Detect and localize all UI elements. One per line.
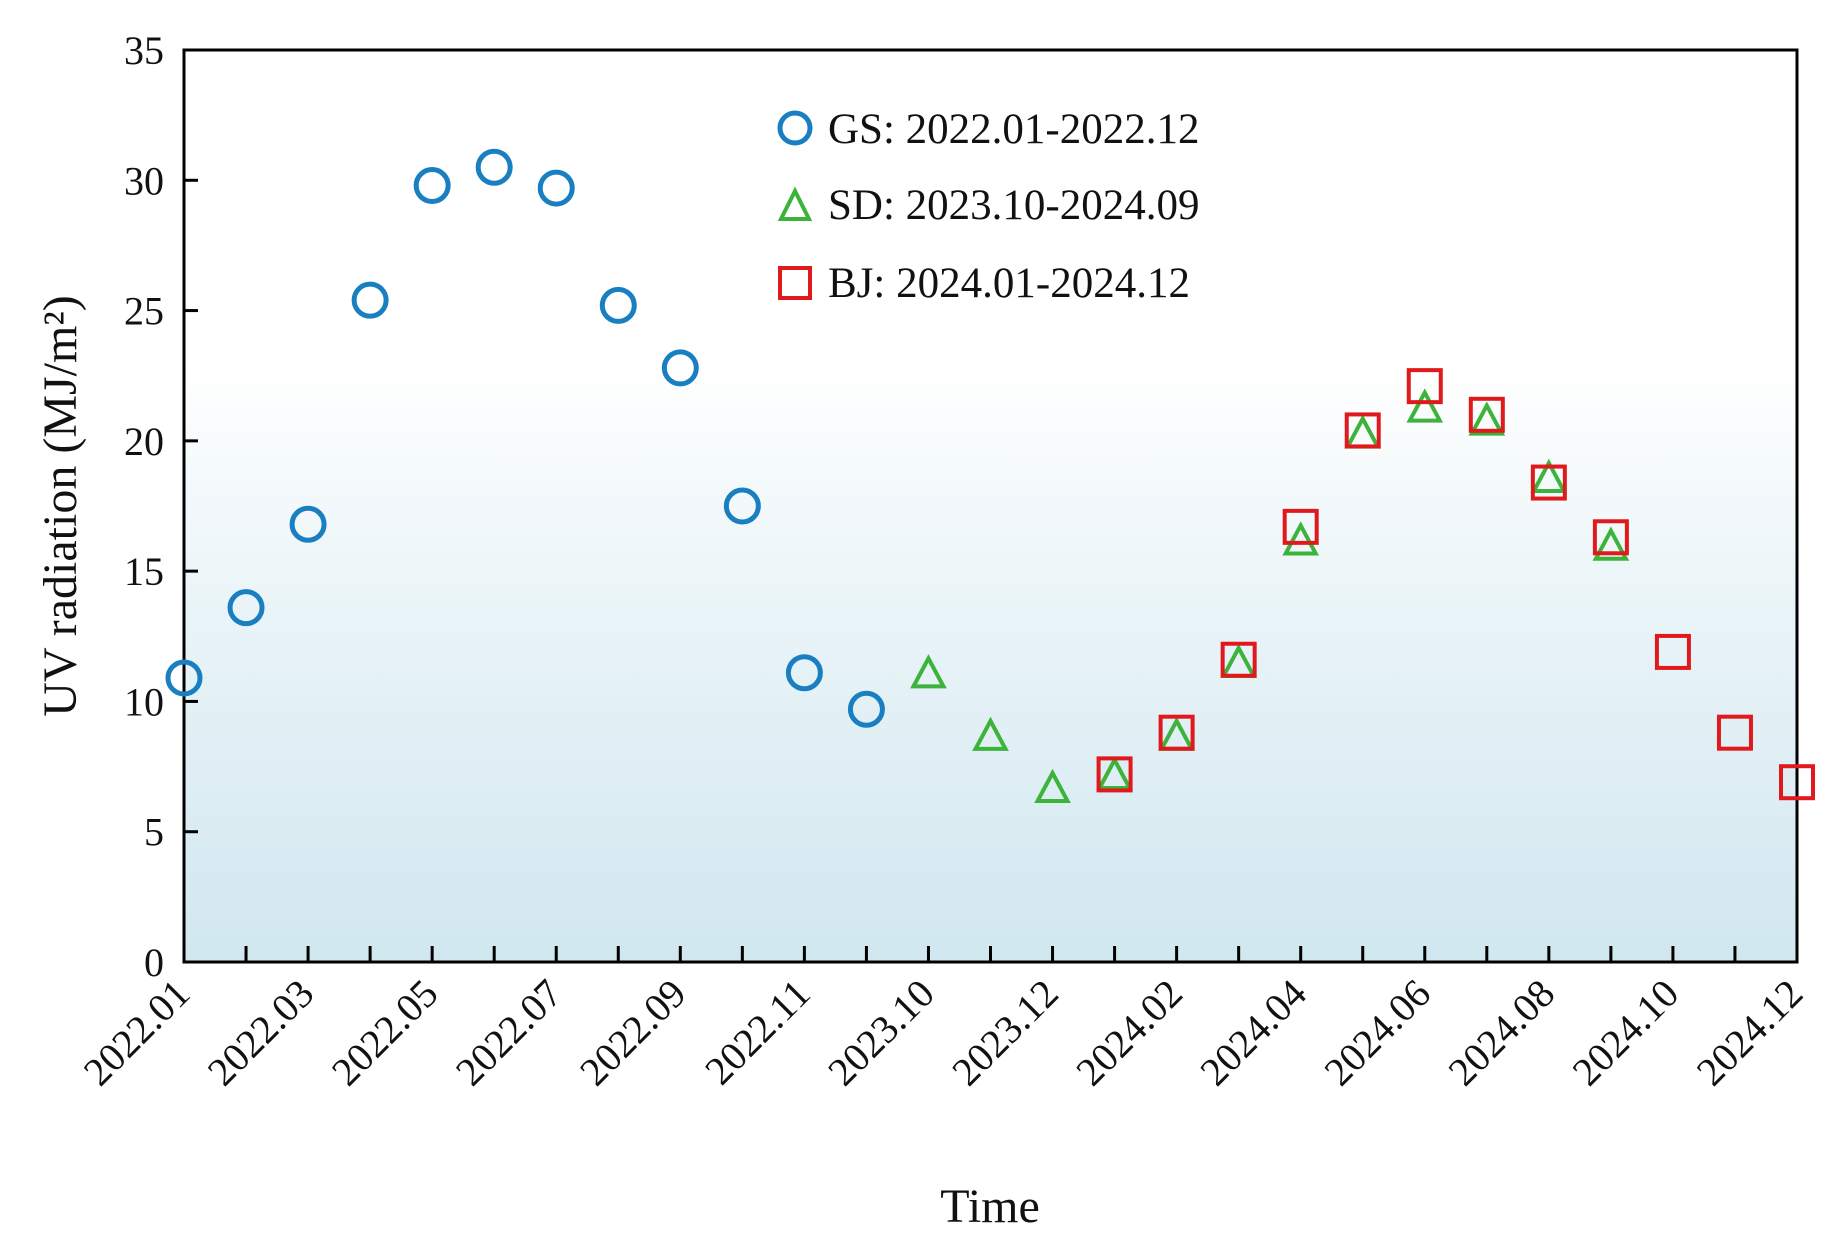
y-tick-label: 35	[124, 28, 164, 73]
y-tick-label: 15	[124, 549, 164, 594]
legend-label-bj: BJ	[828, 260, 873, 307]
point-bj	[1592, 519, 1629, 556]
legend-item-bj: BJ: 2024.01-2024.12	[778, 260, 1190, 307]
x-tick-labels: 2022.01 2022.03 2022.05 2022.07 2022.09 2022.…	[75, 971, 1812, 1095]
point-sd	[1282, 521, 1320, 556]
point-sd	[972, 716, 1009, 751]
point-bj	[1158, 714, 1195, 751]
x-tick-label: 2024.04	[1191, 971, 1315, 1095]
y-tick-labels: 0 5 10 15 20 25 30 35	[124, 28, 164, 985]
y-axis-title: UV radiation (MJ/m²)	[34, 295, 87, 716]
legend-marker-sd	[777, 186, 813, 221]
point-gs	[351, 281, 389, 319]
point-bj	[1406, 368, 1443, 405]
svg-text:SD: 2023.10-2024.09: SD: 2023.10-2024.09	[828, 182, 1200, 229]
x-tick-label: 2024.06	[1315, 971, 1439, 1095]
point-gs	[227, 589, 265, 627]
legend-item-gs: GS: 2022.01-2022.12	[777, 106, 1200, 153]
x-tick-label: 2022.11	[696, 971, 819, 1094]
y-tick-label: 20	[124, 419, 164, 464]
point-bj	[1779, 764, 1815, 801]
x-tick-label: 2022.01	[75, 971, 199, 1095]
point-gs	[289, 505, 327, 543]
legend-sep-sd: :	[883, 182, 906, 229]
x-tick-label: 2022.09	[571, 971, 695, 1095]
point-gs	[537, 169, 575, 207]
legend-item-sd: SD: 2023.10-2024.09	[777, 182, 1200, 229]
point-sd	[1406, 388, 1444, 423]
data-points	[165, 148, 1815, 804]
svg-text:GS: 2022.01-2022.12: GS: 2022.01-2022.12	[828, 106, 1200, 153]
point-gs	[847, 690, 885, 728]
x-tick-label: 2024.12	[1688, 971, 1812, 1095]
point-bj	[1654, 633, 1691, 670]
plot-area	[182, 48, 1799, 964]
point-sd	[1034, 768, 1071, 804]
y-tick-label: 25	[124, 289, 164, 334]
legend-marker-gs	[777, 110, 813, 146]
legend-label-sd: SD	[828, 182, 883, 229]
point-bj	[1220, 641, 1257, 678]
point-gs	[661, 349, 699, 387]
point-gs	[413, 166, 451, 204]
y-tick-label: 30	[124, 158, 164, 203]
point-bj	[1344, 412, 1381, 449]
point-bj	[1468, 396, 1505, 433]
legend-marker-bj	[778, 266, 812, 300]
x-tick-label: 2022.07	[447, 971, 571, 1095]
x-tick-label: 2024.08	[1439, 971, 1563, 1095]
legend-period-sd: 2023.10-2024.09	[906, 182, 1200, 229]
x-tick-label: 2024.02	[1067, 971, 1191, 1095]
point-sd	[1592, 526, 1630, 561]
point-bj	[1282, 508, 1319, 545]
point-gs	[475, 148, 513, 186]
point-gs	[165, 659, 203, 697]
x-tick-label: 2023.12	[943, 971, 1067, 1095]
x-tick-label: 2023.10	[819, 971, 943, 1095]
x-axis-title: Time	[940, 1180, 1040, 1233]
legend-period-gs: 2022.01-2022.12	[906, 106, 1200, 153]
legend-sep-gs: :	[883, 106, 906, 153]
point-bj	[1096, 756, 1133, 793]
point-gs	[599, 286, 637, 324]
legend-sep-bj: :	[873, 260, 896, 307]
legend-label-gs: GS	[828, 106, 883, 153]
point-sd	[1468, 401, 1506, 436]
point-gs	[785, 654, 823, 692]
legend: GS: 2022.01-2022.12 SD: 2023.10-2024.09 …	[777, 106, 1200, 307]
point-sd	[1096, 755, 1133, 790]
x-tick-label: 2022.03	[199, 971, 323, 1095]
point-gs	[723, 487, 761, 525]
legend-period-bj: 2024.01-2024.12	[896, 260, 1190, 307]
x-tick-label: 2022.05	[323, 971, 447, 1095]
point-bj	[1716, 714, 1753, 751]
point-bj	[1530, 464, 1567, 501]
y-tick-label: 10	[124, 679, 164, 724]
point-sd	[910, 654, 947, 689]
point-sd	[1530, 458, 1568, 493]
axis-ticks	[182, 48, 1799, 964]
svg-text:BJ: 2024.01-2024.12: BJ: 2024.01-2024.12	[828, 260, 1190, 307]
y-tick-label: 5	[144, 810, 164, 855]
y-tick-label: 0	[144, 940, 164, 985]
x-tick-label: 2024.10	[1564, 971, 1688, 1095]
